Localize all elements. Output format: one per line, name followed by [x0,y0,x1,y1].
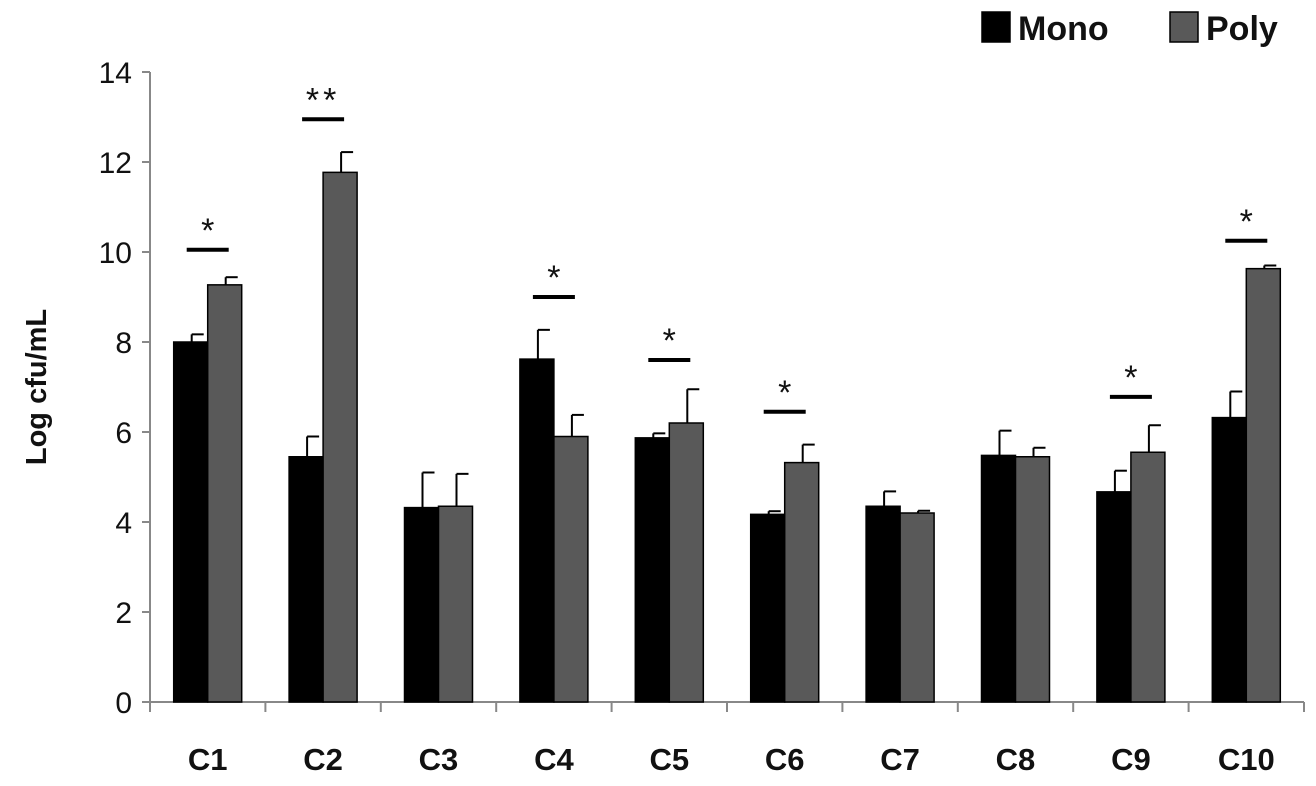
bar-mono-c10 [1211,416,1248,703]
error-bars-group [190,151,1277,515]
bar-mono-c4 [519,358,555,703]
bar-mono-c1 [172,341,209,703]
y-tick-label: 8 [115,327,132,360]
significance-marker-c4: * [547,259,560,297]
x-tick-label-c1: C1 [188,742,228,777]
y-tick-label: 14 [99,57,132,90]
y-axis-label: Log cfu/mL [21,309,53,465]
legend-label-poly: Poly [1206,10,1278,48]
significance-marker-c9: * [1124,359,1137,397]
significance-marker-c10: * [1240,203,1253,241]
significance-marker-c5: * [663,322,676,360]
legend-swatch-mono [981,11,1011,43]
bar-poly-c9 [1130,451,1166,703]
bar-mono-c5 [634,437,671,703]
bar-mono-c9 [1096,491,1132,703]
y-tick-label: 6 [115,417,132,450]
significance-marker-c1: * [201,212,214,250]
significance-marker-c2: ** [306,81,340,119]
legend-label-mono: Mono [1018,10,1109,48]
y-tick-label: 2 [115,597,132,630]
bar-poly-c7 [899,512,935,703]
legend: Mono Poly [981,10,1278,48]
y-tick-label: 10 [99,237,132,270]
bar-poly-c5 [668,422,705,703]
significance-group: ****** ** [186,81,1268,414]
bar-mono-c8 [980,454,1017,703]
legend-swatch-poly [1169,11,1199,43]
y-tick-label: 4 [115,507,132,540]
x-tick-label-c4: C4 [534,742,574,777]
x-tick-label-c7: C7 [880,742,920,777]
bar-poly-c4 [553,435,589,703]
x-tick-label-c6: C6 [765,742,805,777]
x-tick-label-c9: C9 [1111,742,1151,777]
bar-poly-c6 [783,461,820,703]
labels-group: Log cfu/mL C1 C2 C3 C4 C5 C6 C7 C8 C9 C10 [21,309,1275,777]
x-tick-label-c2: C2 [303,742,343,777]
bar-poly-c8 [1014,456,1051,703]
bars-group [172,171,1282,703]
bar-mono-c3 [403,506,440,703]
bar-poly-c3 [437,505,474,703]
x-tick-label-c10: C10 [1218,742,1275,777]
bar-mono-c2 [288,456,324,703]
bar-poly-c2 [322,171,358,703]
bar-poly-c1 [206,284,243,703]
y-tick-label: 0 [115,687,132,720]
x-tick-label-c8: C8 [996,742,1036,777]
x-tick-label-c5: C5 [649,742,689,777]
bar-poly-c10 [1245,267,1282,703]
y-tick-label: 12 [99,147,132,180]
bar-mono-c6 [749,513,786,703]
bar-mono-c7 [865,505,901,703]
x-tick-label-c3: C3 [419,742,459,777]
significance-marker-c6: * [778,374,791,412]
